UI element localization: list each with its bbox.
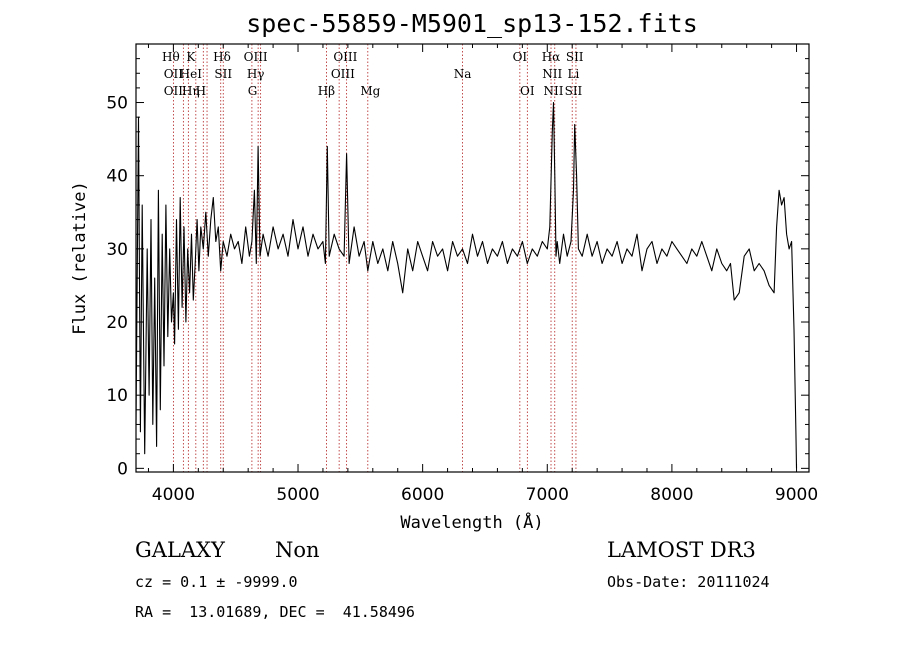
x-tick-label: 7000 xyxy=(526,485,569,505)
spectral-line-label: SII xyxy=(565,84,583,98)
spectral-line-label: OII xyxy=(164,67,184,81)
x-tick-label: 5000 xyxy=(276,485,319,505)
obs-date: Obs-Date: 20111024 xyxy=(607,573,770,591)
x-tick-label: 8000 xyxy=(650,485,693,505)
spectral-line-label: Hη xyxy=(182,84,200,98)
y-tick-label: 0 xyxy=(117,459,128,479)
x-tick-label: 6000 xyxy=(401,485,444,505)
spectral-line-label: Li xyxy=(568,67,580,81)
spectral-line-label: Mg xyxy=(360,84,380,98)
y-tick-label: 50 xyxy=(106,94,128,114)
spectral-line-label: H xyxy=(196,84,206,98)
y-tick-label: 40 xyxy=(106,167,128,187)
spectral-line-label: OII xyxy=(164,84,184,98)
y-tick-label: 20 xyxy=(106,313,128,333)
x-axis-label: Wavelength (Å) xyxy=(400,511,543,533)
survey-name: LAMOST DR3 xyxy=(607,538,756,562)
line-markers xyxy=(172,44,577,472)
object-subclass: Non xyxy=(275,538,320,562)
x-tick-label: 9000 xyxy=(775,485,818,505)
spectrum-plot: spec-55859-M5901_sp13-152.fits HθOIIOIIK… xyxy=(70,9,818,533)
y-tick-label: 30 xyxy=(106,240,128,260)
plot-frame xyxy=(135,43,810,473)
y-axis: 0 10 20 30 40 50 xyxy=(106,58,809,479)
spectral-line-label: Na xyxy=(454,67,472,81)
chart-title: spec-55859-M5901_sp13-152.fits xyxy=(246,9,698,38)
spectral-line-label: Hα xyxy=(542,50,561,64)
spectral-line-label: HeI xyxy=(180,67,203,81)
spectral-line-label: Hγ xyxy=(247,67,265,81)
spectral-line-label: Hθ xyxy=(162,50,180,64)
spectral-line-label: NII xyxy=(542,67,562,81)
flux-line xyxy=(135,101,798,469)
spectral-line-label: NII xyxy=(544,84,564,98)
spectral-line-label: SII xyxy=(214,67,232,81)
spectral-line-label: OI xyxy=(520,84,535,98)
spectral-line-label: OI xyxy=(513,50,528,64)
y-axis-label: Flux (relative) xyxy=(70,181,90,335)
spectral-line-label: Hδ xyxy=(213,50,231,64)
x-axis: 4000 5000 6000 7000 8000 9000 xyxy=(147,44,818,505)
x-tick-label: 4000 xyxy=(152,485,195,505)
spectral-line-label: OIII xyxy=(331,67,355,81)
flux-series xyxy=(135,101,798,469)
object-class: GALAXY xyxy=(135,538,225,562)
spectral-line-label: OIII xyxy=(333,50,357,64)
ra-dec: RA = 13.01689, DEC = 41.58496 xyxy=(135,603,415,621)
redshift-value: cz = 0.1 ± -9999.0 xyxy=(135,573,298,591)
spectral-line-label: OIII xyxy=(244,50,268,64)
y-tick-label: 10 xyxy=(106,386,128,406)
spectral-line-label: K xyxy=(186,50,196,64)
spectral-line-label: Hβ xyxy=(318,84,335,98)
spectral-line-label: SII xyxy=(566,50,584,64)
spectral-line-label: G xyxy=(248,84,258,98)
